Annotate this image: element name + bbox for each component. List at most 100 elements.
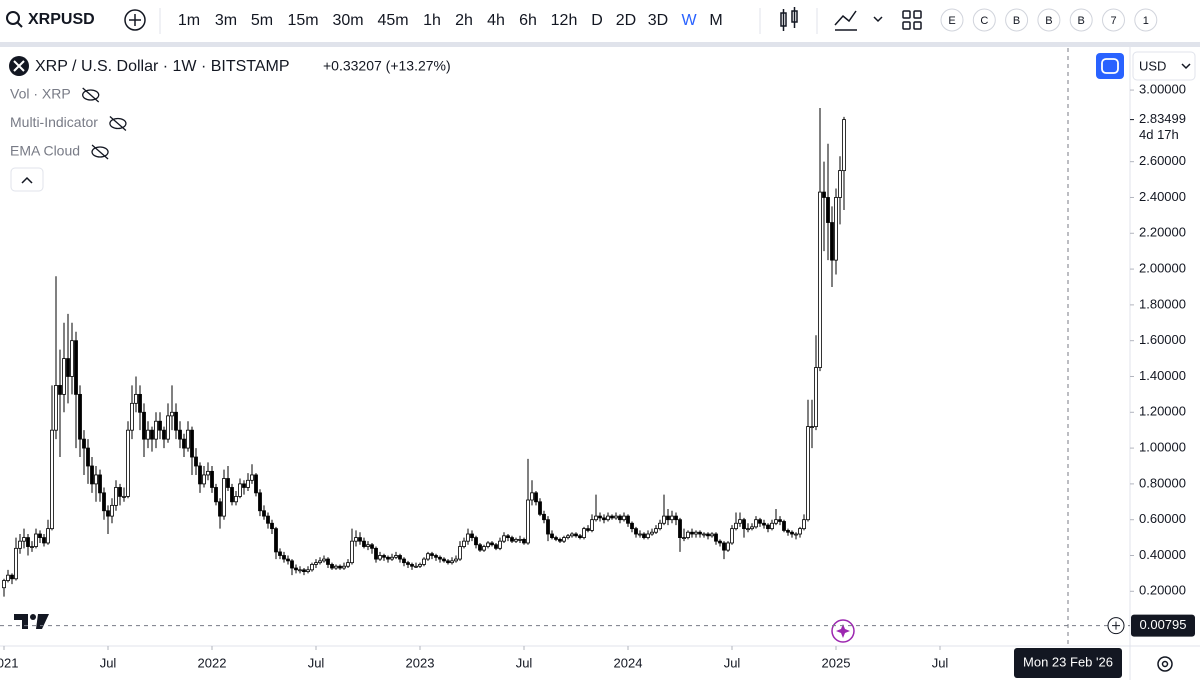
symbol[interactable]: XRPUSD [28, 11, 95, 28]
candle-body [582, 528, 586, 538]
interval-button[interactable]: 30m [332, 12, 363, 29]
candle-body [130, 402, 134, 431]
candle-body [502, 535, 506, 542]
collapse-button[interactable] [10, 167, 44, 192]
candle-body [102, 492, 106, 512]
interval-button[interactable]: 2D [616, 12, 636, 29]
x-tick-label: Jul [932, 655, 949, 670]
circle-button-label[interactable]: E [948, 15, 955, 27]
interval-button[interactable]: 1m [178, 12, 200, 29]
candle-body [782, 521, 786, 531]
interval-button[interactable]: 6h [519, 12, 537, 29]
layout-icon[interactable] [902, 10, 922, 30]
add-symbol[interactable] [124, 9, 146, 31]
interval-button[interactable]: 1h [423, 12, 441, 29]
candle-body [562, 537, 566, 542]
hidden-eye-icon[interactable] [91, 146, 109, 158]
candle-body [614, 515, 618, 519]
candle-body [326, 558, 330, 565]
candle-body [634, 528, 638, 535]
candle-body [382, 555, 386, 558]
interval-button[interactable]: 5m [251, 12, 273, 29]
candle-body [538, 501, 542, 515]
candle-body [6, 574, 10, 581]
candle-body [726, 542, 730, 551]
candle-body [38, 533, 42, 538]
countdown-label: 4d 17h [1139, 127, 1179, 142]
crosshair-date-box [1014, 648, 1122, 678]
indicator-label: Vol · XRP [10, 86, 71, 102]
circle-button[interactable] [940, 8, 964, 32]
currency[interactable]: USD [1139, 58, 1166, 73]
candle-body [646, 533, 650, 538]
interval-button[interactable]: W [681, 12, 697, 29]
circle-button[interactable] [1037, 8, 1061, 32]
y-tick-label: 0.60000 [1139, 511, 1186, 526]
candle-body [418, 564, 422, 567]
y-tick-label: 2.60000 [1139, 153, 1186, 168]
candle-body [26, 537, 30, 547]
circle-button-label[interactable]: 1 [1143, 15, 1149, 27]
hidden-eye-icon[interactable] [109, 117, 127, 130]
tradingview-logo [14, 614, 49, 629]
crosshair-add-plus[interactable] [1112, 621, 1120, 630]
hidden-eye-slash[interactable] [91, 144, 109, 160]
candle-body [498, 540, 502, 549]
candle-body [170, 411, 174, 417]
candle-body [286, 558, 290, 562]
circle-button[interactable] [1134, 8, 1158, 32]
goto-button[interactable] [831, 619, 855, 643]
candle-body [338, 565, 342, 569]
search-icon[interactable] [6, 11, 23, 28]
candle-body [818, 191, 822, 368]
circle-button-label[interactable]: B [1078, 15, 1085, 27]
candle-body [366, 544, 370, 547]
hidden-eye-slash[interactable] [82, 87, 100, 103]
candle-body [258, 492, 262, 512]
interval-button[interactable]: 12h [551, 12, 578, 29]
candle-body [814, 367, 818, 428]
interval-button[interactable]: 4h [487, 12, 505, 29]
candle-body [370, 544, 374, 549]
candle-body [682, 537, 686, 539]
x-tick-label: 2021 [0, 655, 18, 670]
candle-body [242, 483, 246, 488]
candle-body [22, 537, 26, 542]
currency-dropdown[interactable] [1132, 51, 1196, 81]
circle-button[interactable] [1005, 8, 1029, 32]
candle-body [662, 515, 666, 524]
candle-body [42, 537, 46, 544]
circle-button[interactable] [972, 8, 996, 32]
settings-icon[interactable] [1157, 656, 1173, 672]
candle-body [414, 565, 418, 568]
circle-button-label[interactable]: B [1013, 15, 1020, 27]
auto-scale-button[interactable] [1096, 53, 1124, 79]
interval-button[interactable]: 3D [648, 12, 668, 29]
circle-button-label[interactable]: B [1045, 15, 1052, 27]
interval-button[interactable]: 45m [377, 12, 408, 29]
circle-button-label[interactable]: C [980, 15, 988, 27]
circle-button[interactable] [1102, 8, 1125, 32]
candle-body [466, 533, 470, 542]
interval-button[interactable]: D [591, 12, 603, 29]
interval-button[interactable]: 15m [287, 12, 318, 29]
indicators-icon[interactable] [834, 10, 883, 31]
candle-body [346, 562, 350, 567]
circle-button-label[interactable]: 7 [1110, 15, 1116, 27]
candle-body [606, 515, 610, 521]
circle-button[interactable] [1069, 8, 1093, 32]
candle-body [462, 540, 466, 547]
candle-body [702, 533, 706, 536]
interval-button[interactable]: M [709, 12, 722, 29]
candle-type-icon[interactable] [780, 7, 798, 31]
hidden-eye-slash[interactable] [109, 116, 127, 131]
y-tick-label: 0.20000 [1139, 583, 1186, 598]
interval-button[interactable]: 2h [455, 12, 473, 29]
y-tick-label: 3.00000 [1139, 82, 1186, 97]
interval-button[interactable]: 3m [215, 12, 237, 29]
candle-body [2, 580, 6, 589]
candle-body [398, 555, 402, 560]
candle-body [490, 542, 494, 546]
hidden-eye-icon[interactable] [82, 89, 100, 101]
candle-body [46, 528, 50, 544]
